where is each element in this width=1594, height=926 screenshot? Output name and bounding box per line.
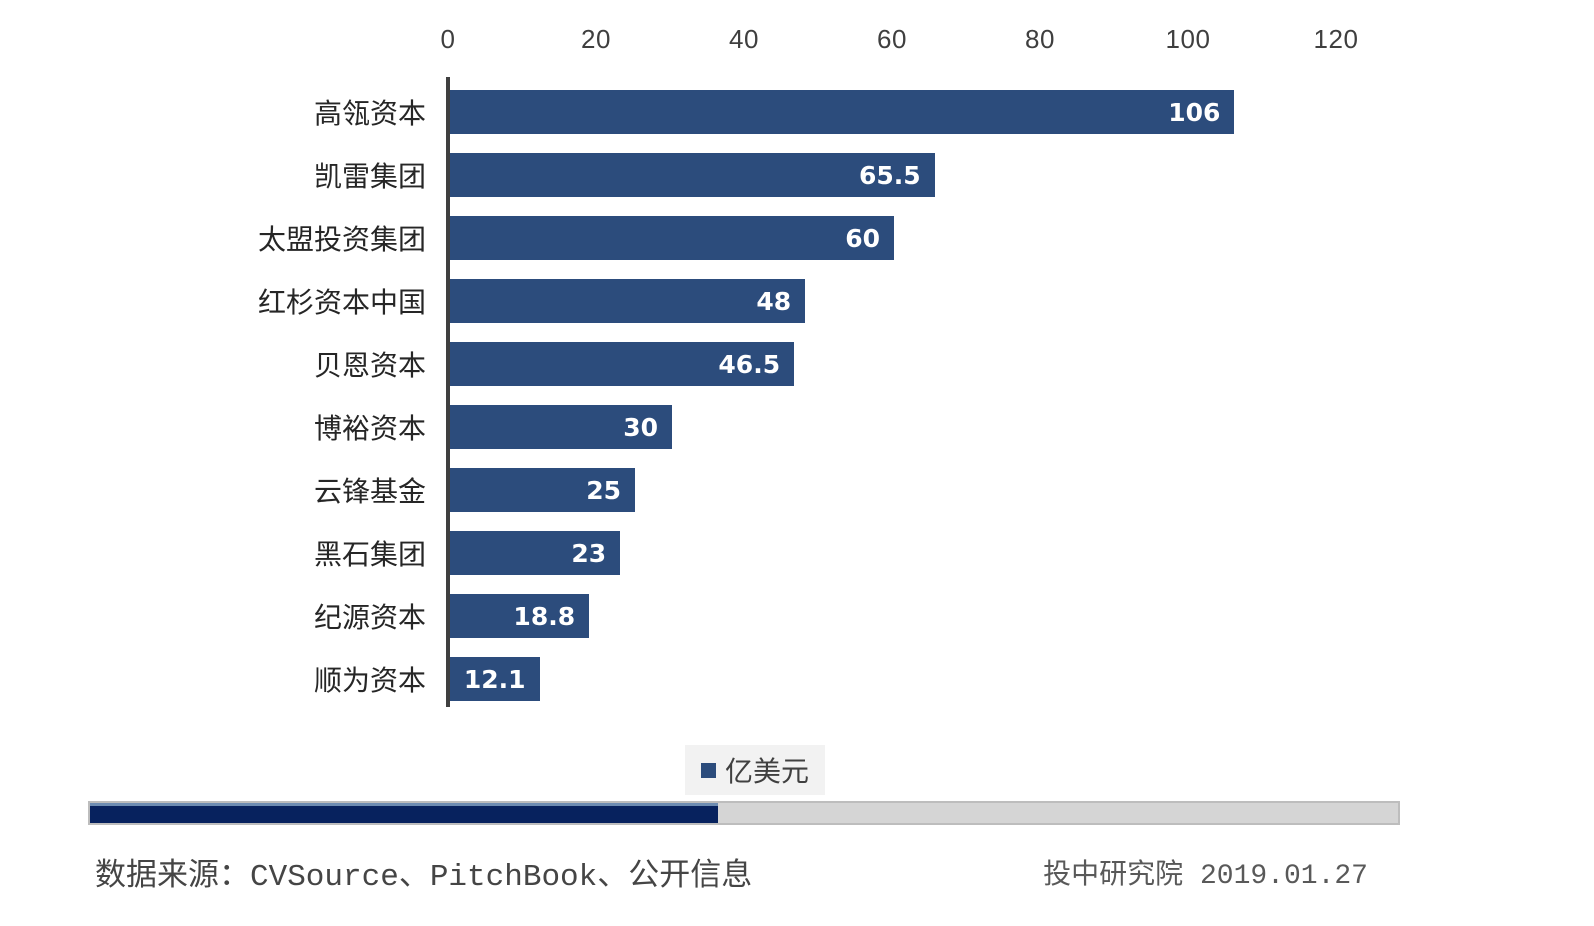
bar: 23 [450,531,621,575]
category-label: 高瓴资本 [313,98,426,129]
legend-label: 亿美元 [724,756,809,787]
bar-chart: 高瓴资本 106 凯雷集团 65.5 太盟投资集团 60 红杉资本中国 48 贝恩资本 46.5 博… [0,90,1594,720]
bar: 60 [450,216,894,260]
bar-value-label: 60 [845,223,880,253]
x-axis-tick-label: 60 [877,24,907,54]
category-label: 博裕资本 [313,413,426,444]
category-label: 太盟投资集团 [257,224,426,255]
bar: 18.8 [450,594,590,638]
bar-row: 博裕资本 30 [0,405,1594,449]
x-axis-tick-label: 20 [581,24,611,54]
bar-row: 太盟投资集团 60 [0,216,1594,260]
divider-progress-fill [90,803,718,823]
bar-row: 凯雷集团 65.5 [0,153,1594,197]
bar-row: 红杉资本中国 48 [0,279,1594,323]
bar-row: 黑石集团 23 [0,531,1594,575]
x-axis-tick-label: 0 [440,24,456,54]
x-axis-tick-label: 40 [729,24,759,54]
bar: 48 [450,279,806,323]
bar-value-label: 106 [1168,97,1221,127]
bar-value-label: 46.5 [718,349,781,379]
bar-row: 纪源资本 18.8 [0,594,1594,638]
bar: 65.5 [450,153,935,197]
y-axis-line [446,77,450,707]
category-label: 黑石集团 [313,539,426,570]
bar-row: 云锋基金 25 [0,468,1594,512]
category-label: 顺为资本 [313,665,426,696]
category-label: 凯雷集团 [313,161,426,192]
legend: 亿美元 [685,745,825,795]
category-label: 红杉资本中国 [257,287,426,318]
bar-value-label: 25 [586,475,621,505]
bar-row: 贝恩资本 46.5 [0,342,1594,386]
data-source-text: 数据来源：CVSource、PitchBook、公开信息 [95,860,753,895]
bar-row: 顺为资本 12.1 [0,657,1594,701]
legend-swatch-icon [700,762,716,778]
divider-progress-bar [88,801,1400,825]
bar: 30 [450,405,672,449]
category-label: 云锋基金 [313,476,426,507]
bar-value-label: 30 [623,412,658,442]
x-axis-tick-label: 100 [1165,24,1211,54]
bar-row: 高瓴资本 106 [0,90,1594,134]
bar: 25 [450,468,635,512]
bar-value-label: 48 [756,286,792,316]
bar: 46.5 [450,342,795,386]
publisher-date-text: 投中研究院 2019.01.27 [1043,861,1368,892]
bar-value-label: 65.5 [859,160,921,190]
category-label: 纪源资本 [313,602,426,633]
bar-value-label: 12.1 [463,664,526,694]
bar-value-label: 18.8 [513,601,576,631]
bar-value-label: 23 [571,538,607,568]
x-axis-tick-label: 120 [1313,24,1359,54]
category-label: 贝恩资本 [313,350,426,381]
bar: 106 [450,90,1235,134]
x-axis-tick-label: 80 [1025,24,1055,54]
bar: 12.1 [450,657,540,701]
